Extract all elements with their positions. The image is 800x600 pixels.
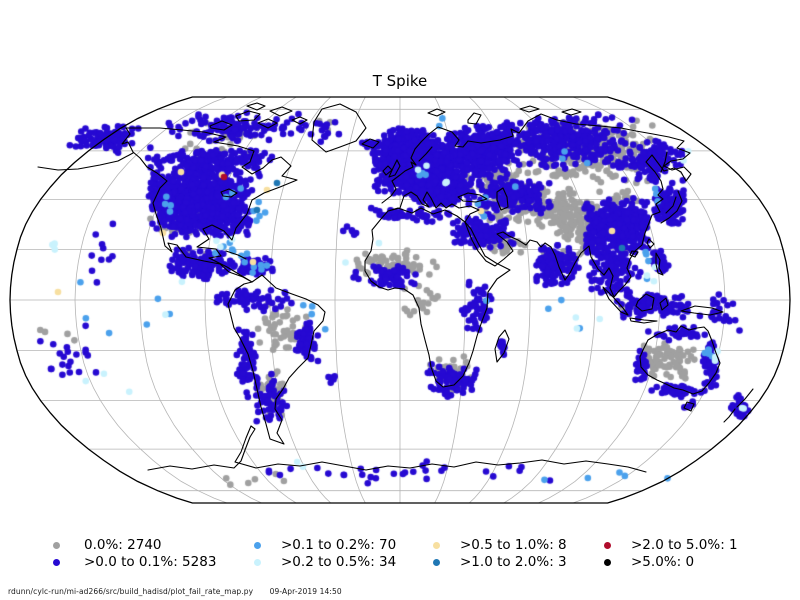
coastline-sulawesi <box>660 298 668 310</box>
coastlines <box>38 103 753 472</box>
coastline-arctic-islands <box>210 103 307 130</box>
coastline-north-america <box>122 128 297 282</box>
footer-script-path: rdunn/cylc-run/mi-ad266/src/build_hadisd… <box>8 587 254 596</box>
coastline-hainan <box>630 251 638 257</box>
coastline-greenland <box>312 104 366 152</box>
coastline-svalbard-siberian-islands <box>428 106 581 124</box>
coastline-caspian-sea <box>497 188 508 210</box>
coastline-australia <box>640 326 720 394</box>
coastline-britain <box>389 160 400 177</box>
coastline-iceland <box>362 139 379 148</box>
coastline-new-zealand <box>724 389 753 422</box>
coastline-madagascar <box>495 330 509 362</box>
coastline-new-guinea <box>681 306 723 315</box>
coastline-japan <box>661 191 682 223</box>
coastline-java <box>630 318 657 323</box>
coastline-great-lakes <box>221 189 237 197</box>
footer-timestamp: 09-Apr-2019 14:50 <box>269 587 342 596</box>
coastline-philippines <box>656 253 663 275</box>
map-boundary <box>10 97 790 503</box>
coastline-mediterranean <box>388 192 479 222</box>
coastline-taiwan <box>647 239 654 248</box>
coastline-baltic <box>419 147 432 161</box>
coastline-ireland <box>383 166 392 175</box>
coastline-sumatra <box>603 287 628 315</box>
coastline-tasmania <box>684 402 694 411</box>
coastline-south-america <box>228 275 325 444</box>
coastline-borneo <box>636 294 654 311</box>
coastline-eurasia-north <box>382 114 691 297</box>
map-outline <box>10 97 790 503</box>
coastline-africa <box>365 208 510 387</box>
coastline-sakhalin <box>661 152 667 172</box>
coastline-cuba <box>226 251 246 259</box>
coastline-black-sea <box>458 193 487 202</box>
footer: rdunn/cylc-run/mi-ad266/src/build_hadisd… <box>8 587 342 596</box>
coastline-aleutians <box>38 153 133 170</box>
coastline-antarctica <box>148 426 646 472</box>
